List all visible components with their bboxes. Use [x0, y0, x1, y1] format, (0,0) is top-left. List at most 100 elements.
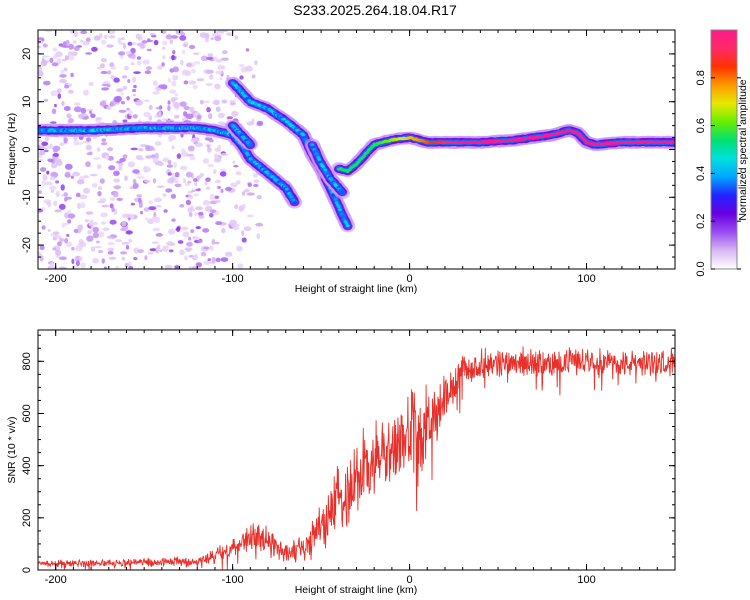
heatmap-noise-blob [217, 112, 225, 119]
heatmap-noise-blob [39, 245, 45, 251]
heatmap-noise-blob [165, 188, 173, 193]
heatmap-noise-blob [214, 179, 222, 184]
heatmap-noise-blob [221, 227, 226, 234]
heatmap-noise-blob [149, 248, 157, 252]
heatmap-noise-blob [154, 141, 162, 146]
heatmap-noise-blob [188, 44, 196, 50]
heatmap-noise-blob [110, 66, 117, 70]
heatmap-noise-blob [130, 62, 135, 66]
heatmap-noise-blob [93, 221, 98, 226]
heatmap-noise-blob [63, 84, 70, 89]
heatmap-noise-blob [254, 60, 258, 66]
heatmap-noise-blob [116, 160, 123, 164]
heatmap-noise-blob [217, 186, 221, 189]
heatmap-noise-blob [126, 96, 130, 101]
heatmap-noise-blob [142, 59, 150, 65]
heatmap-noise-blob [118, 164, 123, 171]
heatmap-noise-blob [196, 114, 202, 120]
heatmap-noise-blob [52, 145, 61, 152]
heatmap-noise-blob [179, 101, 187, 107]
heatmap-noise-blob [214, 83, 221, 90]
heatmap-noise-blob [73, 31, 79, 37]
heatmap-noise-blob [80, 202, 86, 209]
heatmap-noise-blob [157, 65, 163, 70]
heatmap-noise-blob [168, 136, 173, 143]
heatmap-noise-blob [205, 82, 213, 86]
heatmap-noise-blob [128, 110, 133, 116]
heatmap-noise-blob [177, 240, 184, 244]
heatmap-noise-blob [214, 158, 220, 163]
heatmap-noise-blob [57, 93, 62, 99]
heatmap-noise-blob [41, 180, 47, 187]
heatmap-noise-blob [161, 62, 165, 67]
y-tick-label: 600 [21, 404, 33, 422]
heatmap-noise-blob [55, 190, 60, 198]
heatmap-noise-blob [89, 151, 93, 155]
heatmap-noise-blob [186, 241, 193, 247]
heatmap-noise-blob [95, 117, 103, 120]
heatmap-noise-blob [209, 212, 214, 218]
heatmap-noise-blob [204, 181, 208, 186]
heatmap-noise-blob [210, 37, 214, 40]
heatmap-noise-blob [65, 55, 69, 61]
heatmap-noise-blob [145, 217, 149, 221]
heatmap-noise-blob [171, 80, 177, 87]
heatmap-noise-blob [118, 51, 126, 56]
heatmap-noise-blob [91, 183, 98, 188]
heatmap-noise-blob [173, 161, 177, 168]
spectrogram-x-label: Height of straight line (km) [295, 283, 418, 295]
heatmap-noise-blob [221, 99, 228, 104]
heatmap-noise-blob [164, 264, 173, 269]
heatmap-noise-blob [215, 199, 221, 204]
heatmap-noise-blob [189, 155, 196, 161]
heatmap-noise-blob [200, 251, 207, 257]
heatmap-noise-blob [172, 66, 179, 73]
heatmap-noise-blob [235, 180, 241, 185]
heatmap-noise-blob [165, 34, 172, 40]
heatmap-noise-blob [194, 142, 203, 148]
heatmap-noise-blob [180, 165, 188, 171]
heatmap-noise-blob [120, 251, 128, 255]
heatmap-noise-blob [168, 249, 174, 253]
heatmap-noise-blob [38, 190, 42, 194]
heatmap-noise-blob [63, 192, 68, 197]
heatmap-noise-blob [85, 37, 91, 42]
heatmap-noise-blob [179, 35, 187, 41]
heatmap-noise-blob [92, 232, 100, 239]
heatmap-noise-blob [47, 229, 51, 232]
heatmap-noise-blob [206, 56, 213, 60]
heatmap-noise-blob [107, 70, 112, 75]
heatmap-noise-blob [183, 178, 186, 184]
heatmap-noise-blob [207, 164, 214, 168]
heatmap-noise-blob [68, 118, 74, 124]
heatmap-noise-blob [96, 240, 100, 244]
spectrogram-heatmap [38, 30, 675, 269]
heatmap-noise-blob [206, 186, 211, 190]
heatmap-noise-blob [98, 231, 105, 238]
heatmap-noise-blob [97, 191, 102, 197]
heatmap-noise-blob [218, 64, 223, 70]
heatmap-noise-blob [128, 266, 134, 269]
heatmap-noise-blob [90, 246, 96, 252]
heatmap-noise-blob [143, 111, 151, 118]
heatmap-noise-blob [64, 238, 69, 244]
heatmap-noise-blob [256, 233, 261, 240]
heatmap-noise-blob [256, 195, 262, 200]
heatmap-noise-blob [231, 110, 239, 117]
spectrogram-y-label: Frequency (Hz) [6, 113, 18, 185]
heatmap-noise-blob [136, 56, 142, 60]
snr-y-label: SNR (10 * v/v) [6, 416, 18, 483]
heatmap-noise-blob [63, 106, 71, 111]
heatmap-noise-blob [147, 38, 151, 43]
heatmap-noise-blob [209, 139, 214, 143]
heatmap-noise-blob [252, 173, 259, 178]
heatmap-noise-blob [152, 227, 161, 232]
y-tick-label: 10 [21, 96, 33, 108]
heatmap-noise-blob [120, 37, 125, 40]
heatmap-noise-blob [193, 181, 198, 187]
heatmap-noise-blob [229, 102, 236, 106]
y-tick-label: 400 [21, 456, 33, 474]
heatmap-noise-blob [109, 62, 115, 68]
heatmap-noise-blob [92, 257, 99, 264]
